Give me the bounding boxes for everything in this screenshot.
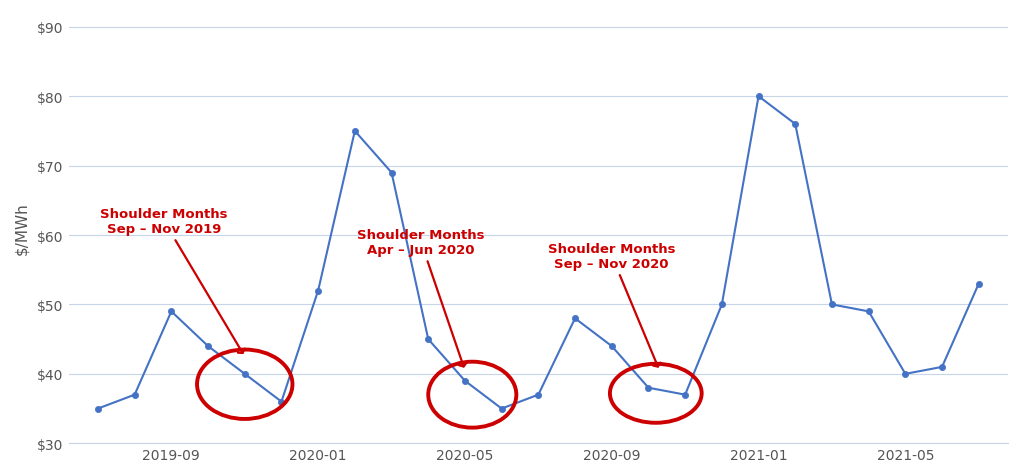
Text: Shoulder Months
Sep – Nov 2019: Shoulder Months Sep – Nov 2019 [100,208,244,353]
Text: Shoulder Months
Sep – Nov 2020: Shoulder Months Sep – Nov 2020 [548,242,676,367]
Text: Shoulder Months
Apr – Jun 2020: Shoulder Months Apr – Jun 2020 [357,228,484,367]
Y-axis label: $/MWh: $/MWh [14,202,29,255]
